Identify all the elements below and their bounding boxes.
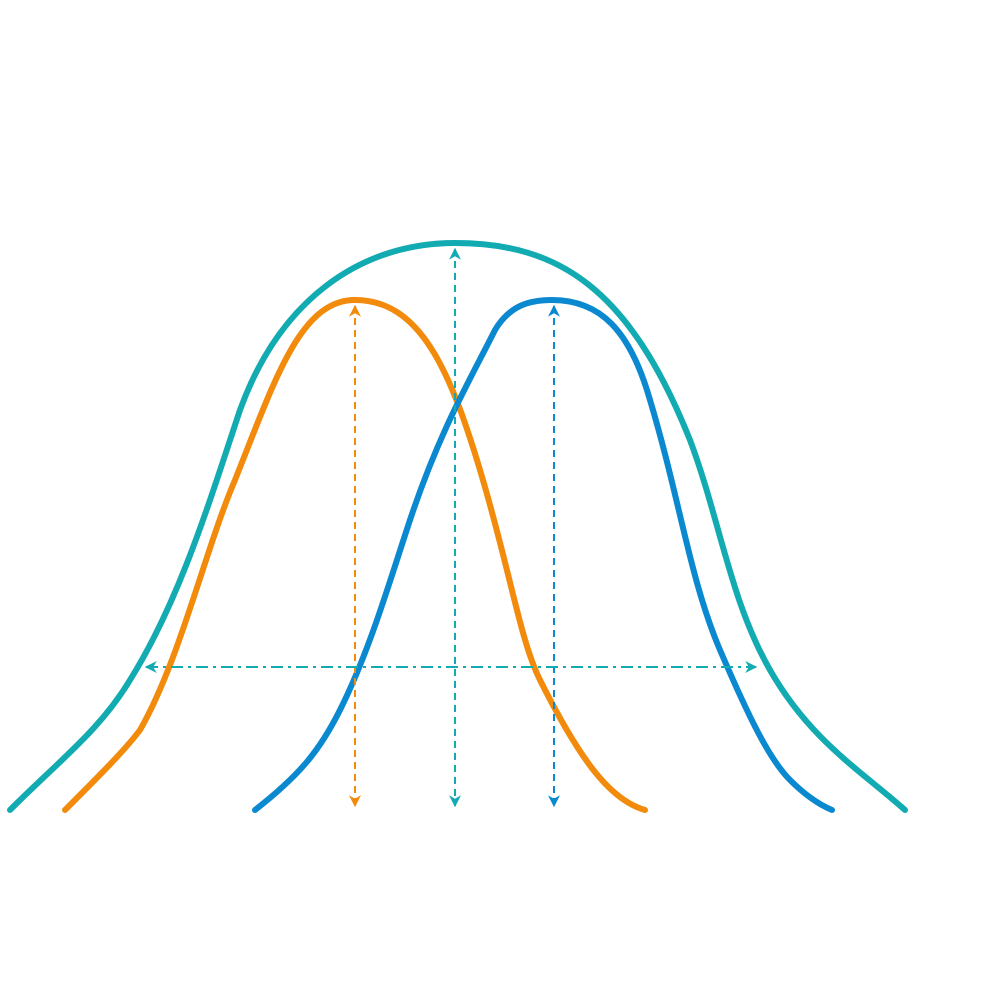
right-distribution-curve (252, 296, 835, 813)
left-distribution-curve (62, 296, 648, 813)
combined-distribution-curve (7, 239, 908, 813)
